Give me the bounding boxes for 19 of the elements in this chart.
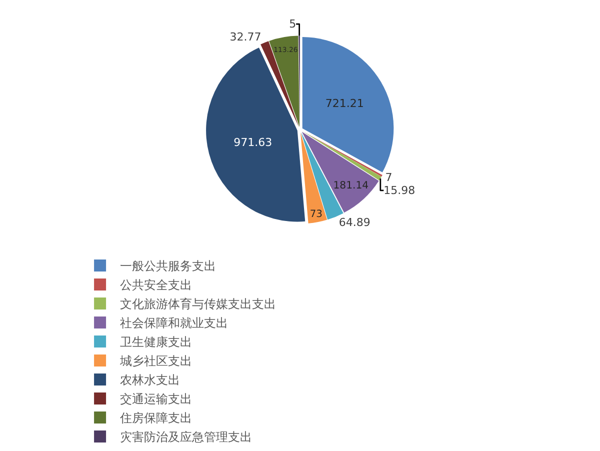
legend-label: 灾害防治及应急管理支出: [120, 430, 252, 444]
legend-label: 农林水支出: [120, 373, 180, 388]
data-label: 5: [289, 18, 296, 31]
data-label: 181.14: [333, 180, 369, 192]
data-label: 721.21: [325, 96, 364, 110]
data-label: 73: [310, 208, 322, 220]
legend-label: 住房保障支出: [119, 411, 192, 426]
data-label: 15.98: [384, 184, 416, 197]
data-label: 64.89: [338, 216, 370, 229]
legend-label: 公共安全支出: [120, 278, 192, 292]
data-label: 32.77: [230, 30, 262, 44]
data-label: 971.63: [234, 136, 272, 149]
legend-label: 文化旅游体育与传媒支出支出: [120, 297, 276, 312]
legend-label: 交通运输支出: [120, 392, 192, 406]
legend-label: 社会保障和就业支出: [120, 316, 228, 330]
legend-label: 一般公共服务支出: [120, 259, 216, 274]
data-label: 7: [385, 170, 392, 184]
legend-label: 卫生健康支出: [120, 335, 192, 350]
legend-label: 城乡社区支出: [119, 354, 192, 368]
